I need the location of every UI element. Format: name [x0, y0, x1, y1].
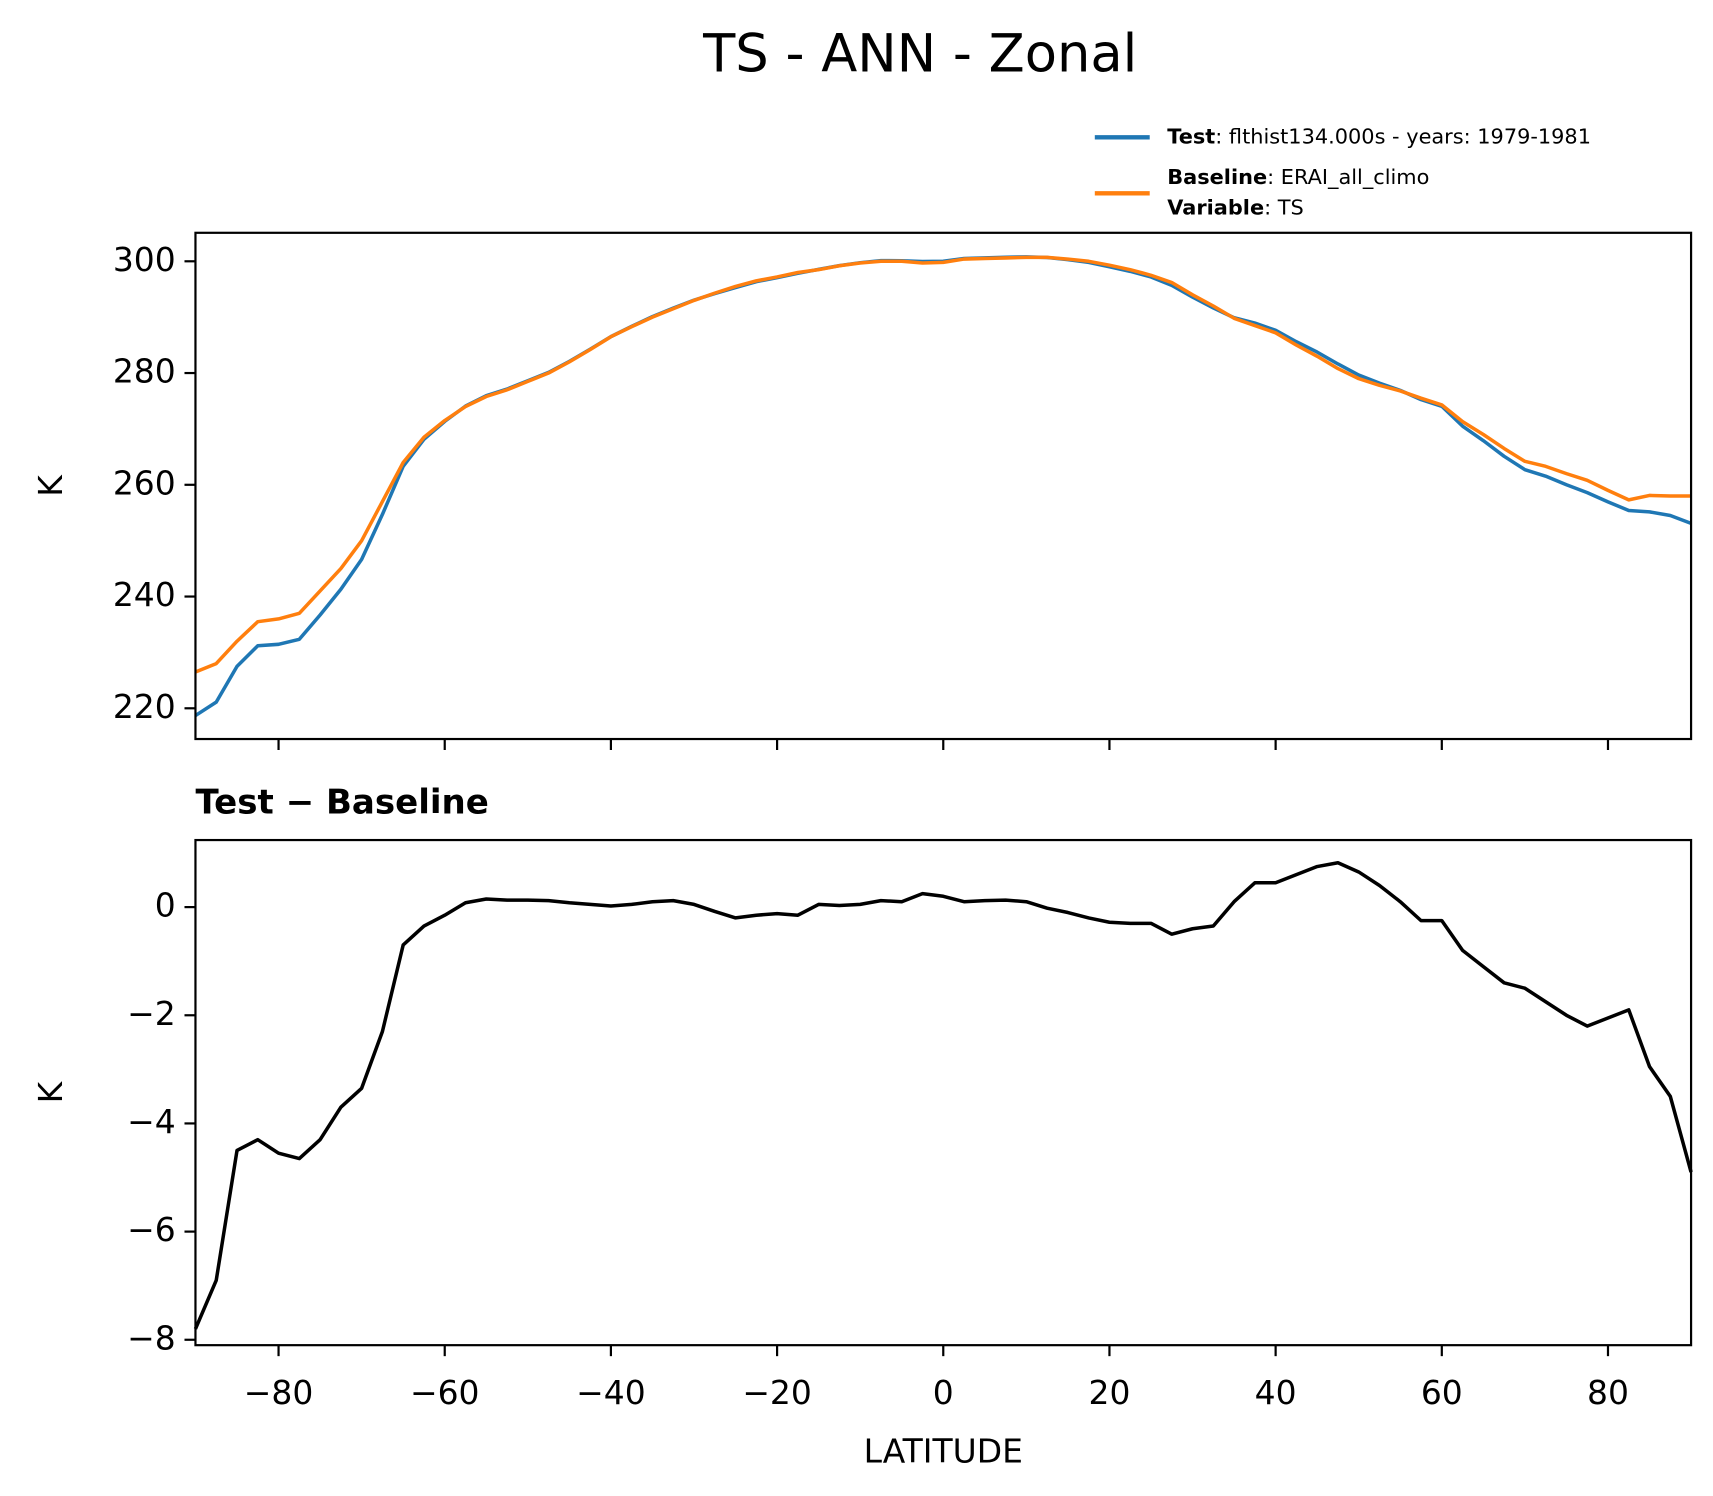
- legend-detail: : ERAI_all_climo: [1267, 165, 1429, 190]
- axes-frame: [194, 838, 1693, 1347]
- legend-detail: : flthist134.000s - years: 1979-1981: [1215, 124, 1591, 148]
- y-tick-label: −2: [127, 994, 176, 1033]
- x-tick-label: 60: [1421, 1373, 1463, 1412]
- figure-title: TS - ANN - Zonal: [702, 24, 1137, 85]
- legend-detail: : TS: [1264, 196, 1304, 220]
- series-line: [194, 255, 1692, 674]
- x-tick-label: 20: [1088, 1373, 1130, 1412]
- y-axis-label: K: [31, 474, 70, 497]
- x-axis-label: LATITUDE: [864, 1431, 1023, 1470]
- y-tick-label: 280: [113, 352, 176, 391]
- x-tick-label: 80: [1587, 1373, 1629, 1412]
- series-line: [193, 861, 1693, 1330]
- x-tick-label: 40: [1255, 1373, 1297, 1412]
- axes-title: Test − Baseline: [195, 782, 488, 822]
- y-tick-label: 240: [113, 575, 176, 614]
- y-tick-label: 300: [113, 240, 176, 279]
- y-tick-label: 0: [155, 886, 176, 925]
- y-tick-label: 260: [113, 463, 176, 502]
- legend-text: Variable: TS: [1167, 196, 1303, 220]
- figure-body: TS - ANN - Zonal 220 240 260 280 300 K Test: f…: [31, 24, 1693, 1470]
- series-line: [194, 255, 1692, 718]
- legend-name: Baseline: [1167, 165, 1267, 189]
- y-tick-label: 220: [113, 687, 176, 726]
- x-tick-label: −60: [410, 1373, 480, 1412]
- y-axis-label: K: [31, 1080, 70, 1103]
- y-tick-label: −8: [127, 1318, 176, 1357]
- axes-frame: [194, 231, 1693, 741]
- x-tick-label: 0: [933, 1373, 954, 1412]
- x-tick-label: −40: [576, 1373, 646, 1412]
- x-tick-label: −20: [742, 1373, 812, 1412]
- legend-name: Variable: [1167, 196, 1264, 220]
- legend-text: Baseline: ERAI_all_climo: [1167, 165, 1429, 190]
- y-tick-label: −6: [127, 1210, 176, 1249]
- legend-name: Test: [1167, 124, 1215, 148]
- x-tick-label: −80: [244, 1373, 314, 1412]
- y-tick-label: −4: [127, 1102, 176, 1141]
- legend-text: Test: flthist134.000s - years: 1979-1981: [1167, 124, 1591, 148]
